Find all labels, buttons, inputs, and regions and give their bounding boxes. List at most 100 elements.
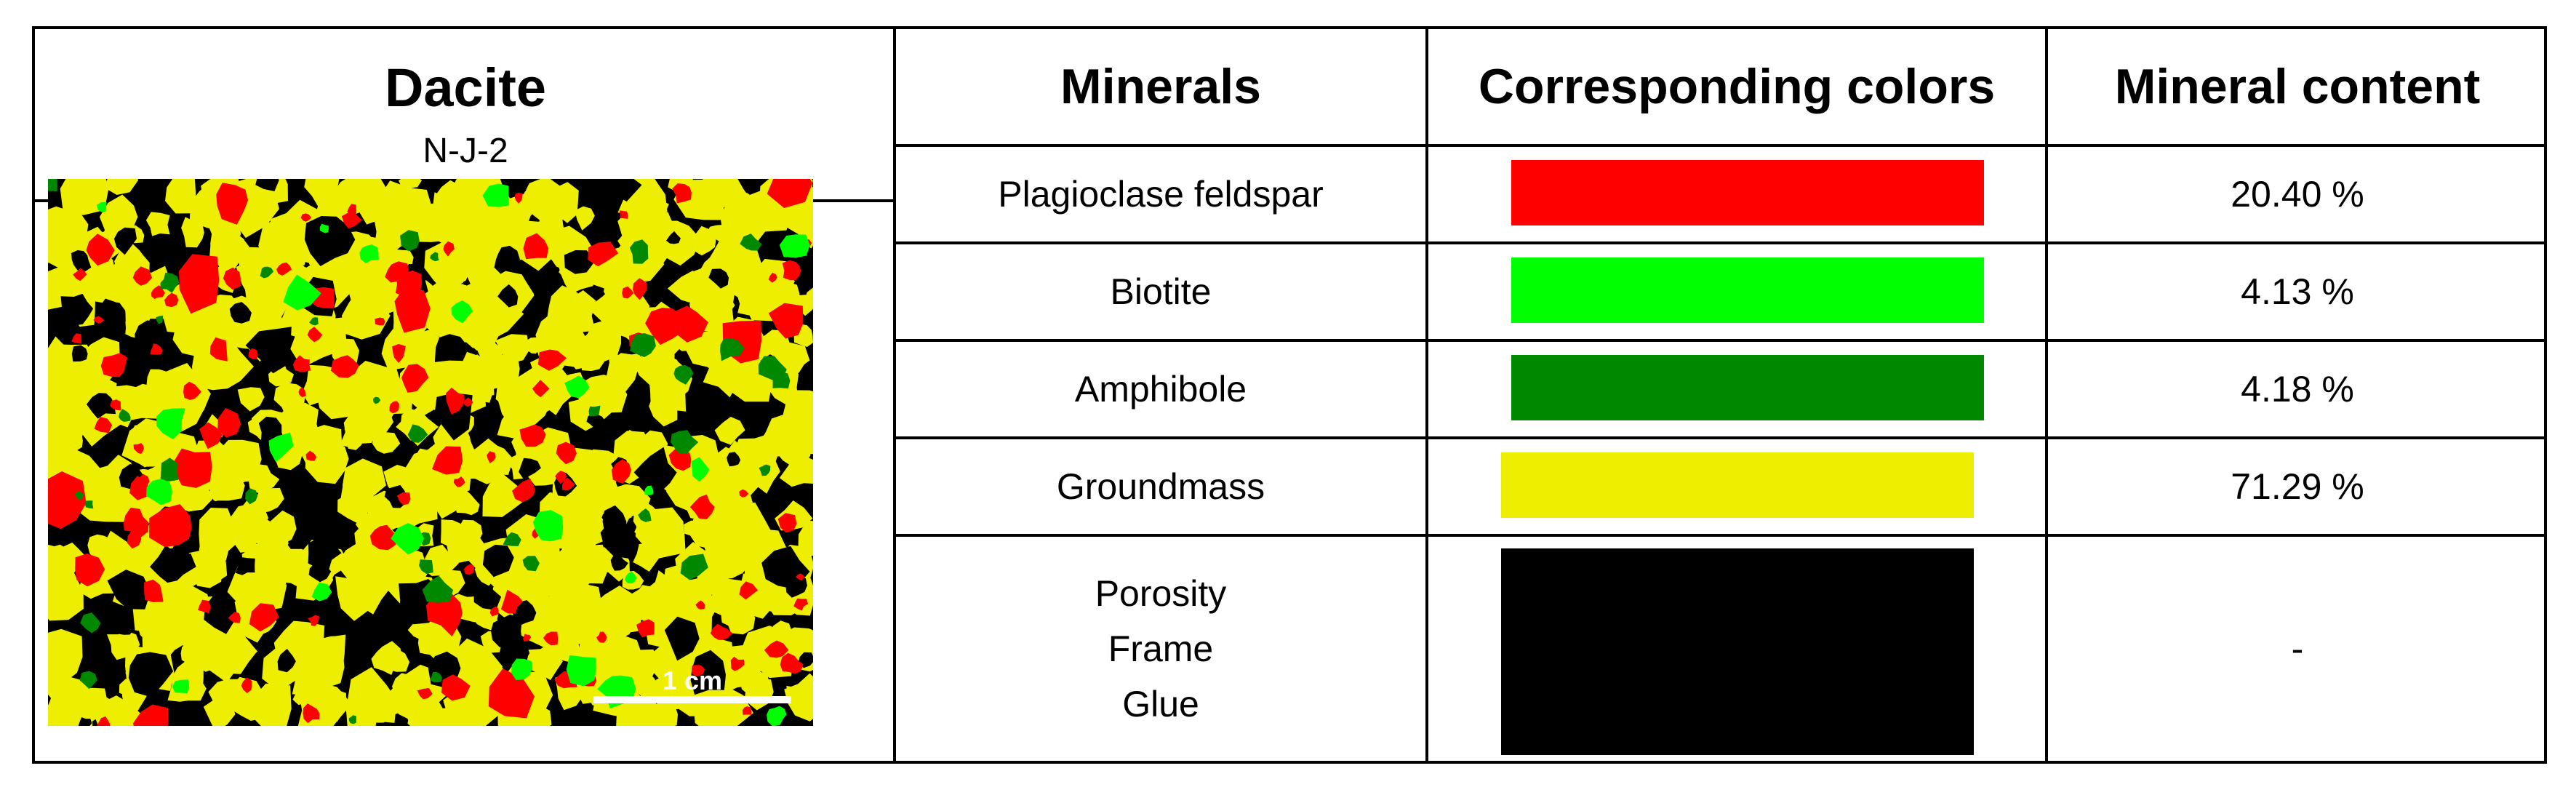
biotite-grain [564,375,590,399]
groundmass-grain [372,432,401,454]
groundmass-grain [649,391,678,427]
plagioclase-grain [60,482,71,495]
row-divider [893,144,2544,147]
pore [727,452,741,467]
amphibole-grain [372,396,381,404]
groundmass-grain [248,464,280,493]
pore [255,179,279,191]
groundmass-grain [598,599,617,617]
groundmass-grain [233,525,258,553]
amphibole-grain [430,252,439,262]
groundmass-grain [292,684,315,706]
pore [610,554,628,571]
groundmass-grain [371,641,402,675]
biotite-grain [391,523,425,555]
plagioclase-grain [133,443,144,454]
groundmass-grain [704,525,727,546]
header-minerals: Minerals [1060,59,1261,114]
pore [664,616,700,661]
plagioclase-grain [341,212,362,228]
amphibole-grain [119,409,131,422]
pore [497,284,519,308]
amphibole-grain [79,671,97,690]
plagioclase-grain [223,267,241,290]
plagioclase-grain [100,353,127,377]
mineral-content: 20.40 % [2231,174,2364,215]
groundmass-grain [439,259,466,288]
color-swatch [1501,548,1974,755]
plagioclase-grain [500,589,524,614]
plagioclase-grain [782,260,801,280]
pore [690,650,726,695]
groundmass-grain [732,434,784,474]
plagioclase-grain [75,553,105,587]
amphibole-grain [260,266,274,279]
groundmass-grain [216,223,245,257]
groundmass-grain [310,179,332,190]
groundmass-grain [550,504,601,552]
plagioclase-grain [401,364,429,393]
plagioclase-grain [389,401,399,414]
plagioclase-grain [739,489,749,498]
groundmass-grain [342,284,391,340]
mineral-line: Frame [1108,628,1214,669]
mineral-content: 4.18 % [2241,369,2354,410]
biotite-grain [283,274,321,311]
groundmass-grain [724,604,756,635]
plagioclase-grain [300,213,312,222]
plagioclase-grain [426,592,463,637]
plagioclase-grain [537,349,567,371]
groundmass-grain [713,259,761,300]
plagioclase-grain [611,459,631,484]
pore [71,250,92,272]
plagioclase-grain [392,343,406,363]
groundmass-grain [118,276,158,316]
row-divider [893,339,2544,342]
plagioclase-grain [512,479,535,503]
groundmass-grain [603,289,647,331]
groundmass-grain [145,212,170,236]
mineral-name: Amphibole [1074,369,1247,410]
pore [204,595,237,634]
pore [602,505,627,536]
plagioclase-grain [695,600,705,610]
biotite-grain [172,679,190,693]
plagioclase-grain [97,716,111,726]
groundmass-grain [539,206,564,227]
plagioclase-grain [396,492,411,506]
amphibole-grain [758,356,787,381]
column-divider [2045,29,2048,761]
plagioclase-grain [308,615,319,626]
plagioclase-grain [622,286,634,299]
plagioclase-grain [217,407,241,438]
sample-name: Dacite [384,57,547,118]
groundmass-grain [48,266,77,307]
amphibole-grain [245,488,258,505]
groundmass-grain [48,544,72,577]
groundmass-grain [258,217,309,273]
header-colors: Corresponding colors [1478,59,1996,114]
biotite-grain [566,655,596,687]
biotite-grain [532,510,564,542]
pore [78,717,92,726]
groundmass-grain [392,673,420,701]
groundmass-grain [165,179,196,214]
biotite-grain [311,582,332,602]
plagioclase-grain [487,451,496,463]
mineral-content: 71.29 % [2231,466,2364,507]
pore [434,334,469,362]
plagioclase-grain [86,233,115,266]
pore [512,600,537,626]
groundmass-grain [342,179,388,212]
plagioclase-layer [48,179,813,726]
groundmass-grain [575,206,595,231]
plagioclase-grain [375,317,385,326]
pore [235,557,255,575]
pore [473,584,502,610]
amphibole-grain [309,317,319,326]
pore [128,652,174,698]
groundmass-grain [48,422,64,450]
pore [135,320,160,351]
pore [304,216,356,266]
plagioclase-grain [543,631,559,646]
